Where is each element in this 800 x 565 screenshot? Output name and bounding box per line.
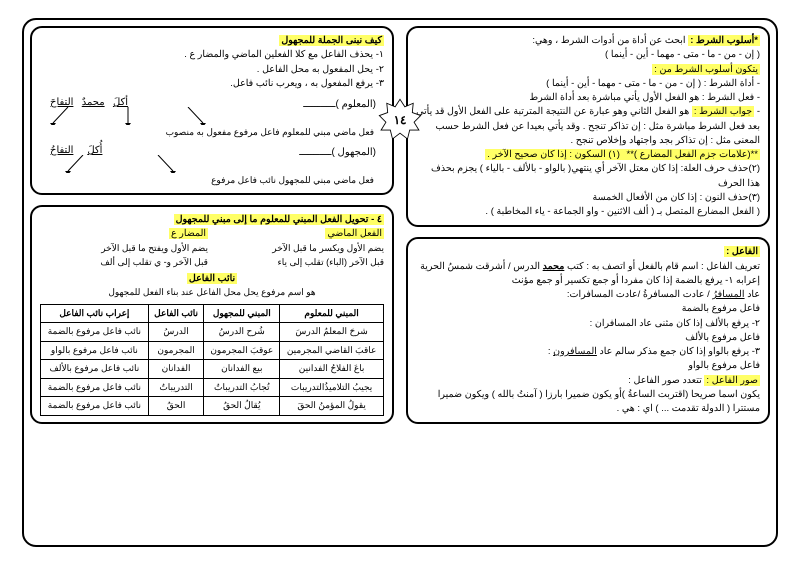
heading-convert: ٤ - تحويل الفعل المبني للمعلوم ما إلى مب… xyxy=(174,214,384,225)
text: ( الفعل المضارع المتصل بـ ( ألف الاثنين … xyxy=(485,206,760,217)
col-title-present: المضار ع xyxy=(169,228,208,239)
page-number-badge: ١٤ xyxy=(378,98,422,142)
diagram-label: (المعلوم )ـــــــــــ xyxy=(303,97,376,112)
heading-images: صور الفاعل : xyxy=(704,375,760,386)
text: ابحث عن أداة من أدوات الشرط ، وهي: xyxy=(532,35,685,46)
text: عاد xyxy=(745,289,760,300)
text: تتعدد صور الفاعل : xyxy=(628,375,704,386)
two-col: الفعل الماضي يضم الأول ويكسر ما قبل الآخ… xyxy=(40,227,384,270)
table-row: شرحَ المعلمُ الدرسَشُرح الدرسُالدرسُنائب… xyxy=(41,323,384,342)
right-column: *أسلوب الشرط : ابحث عن أداة من أدوات الش… xyxy=(400,20,776,545)
text: / عادت المسافرةُ /عادت المسافرات: xyxy=(567,289,713,300)
text: فاعل مرفوع بالضمة xyxy=(682,303,760,314)
text: الدرس / أشرقت شمسُ الحرية xyxy=(420,261,542,272)
text: ( إن - من - ما - متى - مهما - أين - أينم… xyxy=(605,49,760,60)
subject-box: الفاعل : تعريف الفاعل : اسم قام بالفعل أ… xyxy=(406,237,770,424)
diagram-roles: فعل ماضي مبني للمعلوم فاعل مرفوع مفعول ب… xyxy=(40,126,384,140)
table-row: باعَ الفلاحُ الفدانينبيع الفدانانالفدانا… xyxy=(41,360,384,379)
conditional-style-box: *أسلوب الشرط : ابحث عن أداة من أدوات الش… xyxy=(406,26,770,227)
text: (٣)حذف النون : إذا كان من الأفعال الخمسة xyxy=(593,192,760,203)
text: - فعل الشرط : هو الفعل الأول يأتي مباشرة… xyxy=(529,92,760,103)
th: إعراب نائب الفاعل xyxy=(41,304,149,323)
text: ٣- يرفع بالواو إذا كان جمع مذكر سالم عاد xyxy=(597,346,760,357)
passive-build-box: كيف نبنى الجملة للمجهول ١- يحذف الفاعل م… xyxy=(30,26,394,195)
page-number: ١٤ xyxy=(378,98,422,142)
text: قبل الآخر (الباء) تقلب إلى ياء xyxy=(277,257,384,267)
diagram-passive: (المجهول )ـــــــــــ أُكلَ التفاحُ فعل … xyxy=(40,141,384,187)
text: - أداة الشرط : ( إن - من - ما - متى - مه… xyxy=(546,78,760,89)
table-row: عاقبَ القاضي المجرمينعوقبَ المجرمونالمجر… xyxy=(41,341,384,360)
heading-naib: نائب الفاعل xyxy=(187,273,237,284)
table-row: يجيبُ التلاميذُالتدريباتتُجابُ التدريبات… xyxy=(41,378,384,397)
diagram-label: (المجهول )ـــــــــــ xyxy=(299,145,376,160)
text: تعريف الفاعل : اسم قام بالفعل أو اتصف به… xyxy=(564,261,760,272)
heading-jawab: جواب الشرط : xyxy=(692,106,754,117)
heading-jazm: **(علامات جزم الفعل المضارع )** xyxy=(622,149,760,160)
th: المبني للمجهول xyxy=(204,304,280,323)
text: - xyxy=(754,106,760,117)
text: يكون اسما صريحا (اقتربت الساعةُ )أو يكون… xyxy=(438,389,760,414)
text: إعرابه ١- يرفع بالضمة إذا كان مفردا أو ج… xyxy=(512,275,760,286)
table-header: المبني للمعلوم المبني للمجهول نائب الفاع… xyxy=(41,304,384,323)
arrows-icon xyxy=(48,107,218,125)
text: ٢- يرفع بالألف إذا كان مثنى عاد المسافرا… xyxy=(590,318,760,329)
text: ٢- يحل المفعول به محل الفاعل . xyxy=(257,64,384,75)
text: فاعل مرفوع بالألف xyxy=(685,332,760,343)
text: ١- يحذف الفاعل مع كلا الفعلين الماضي وال… xyxy=(184,49,384,60)
example-word: المسافرون xyxy=(553,346,597,357)
diagram-roles: فعل ماضي مبني للمجهول نائب فاعل مرفوع xyxy=(40,174,384,188)
conversion-table: المبني للمعلوم المبني للمجهول نائب الفاع… xyxy=(40,304,384,416)
text: فاعل مرفوع بالواو xyxy=(688,360,760,371)
diagram-active: (المعلوم )ـــــــــــ أكلَ محمدٌ التفاحَ… xyxy=(40,93,384,139)
text: هو اسم مرفوع يحل محل الفاعل عند بناء الف… xyxy=(40,286,384,300)
arrows-icon xyxy=(48,155,198,173)
heading-aslub: *أسلوب الشرط : xyxy=(688,35,760,46)
col-title-past: الفعل الماضي xyxy=(325,228,384,239)
text: يضم الأول ويكسر ما قبل الآخر xyxy=(272,243,384,253)
text: ٣- يرفع المفعول به ، ويعرب نائب فاعل. xyxy=(230,78,384,89)
page-frame: *أسلوب الشرط : ابحث عن أداة من أدوات الش… xyxy=(22,18,778,547)
text: (١) السكون : إذا كان صحيح الآخر . xyxy=(485,149,622,160)
table-row: يقولُ المؤمنُ الحقَيُقالُ الحقُالحقُنائب… xyxy=(41,397,384,416)
heading-fa3il: الفاعل : xyxy=(724,246,760,257)
conversion-box: ٤ - تحويل الفعل المبني للمعلوم ما إلى مب… xyxy=(30,205,394,424)
th: المبني للمعلوم xyxy=(280,304,384,323)
heading-components: يتكون أسلوب الشرط من : xyxy=(652,64,760,75)
text: (٢)حذف حرف العلة: إذا كان معتل الآخر أي … xyxy=(431,163,760,188)
heading-passive: كيف نبنى الجملة للمجهول xyxy=(279,35,384,46)
text: قبل الآخر و- ي تقلب إلى ألف xyxy=(100,257,208,267)
text: يضم الأول ويفتح ما قبل الآخر xyxy=(101,243,208,253)
th: نائب الفاعل xyxy=(148,304,204,323)
example-word: المسافرُ xyxy=(712,289,744,300)
example-word: محمد xyxy=(543,261,565,272)
left-column: كيف نبنى الجملة للمجهول ١- يحذف الفاعل م… xyxy=(24,20,400,545)
